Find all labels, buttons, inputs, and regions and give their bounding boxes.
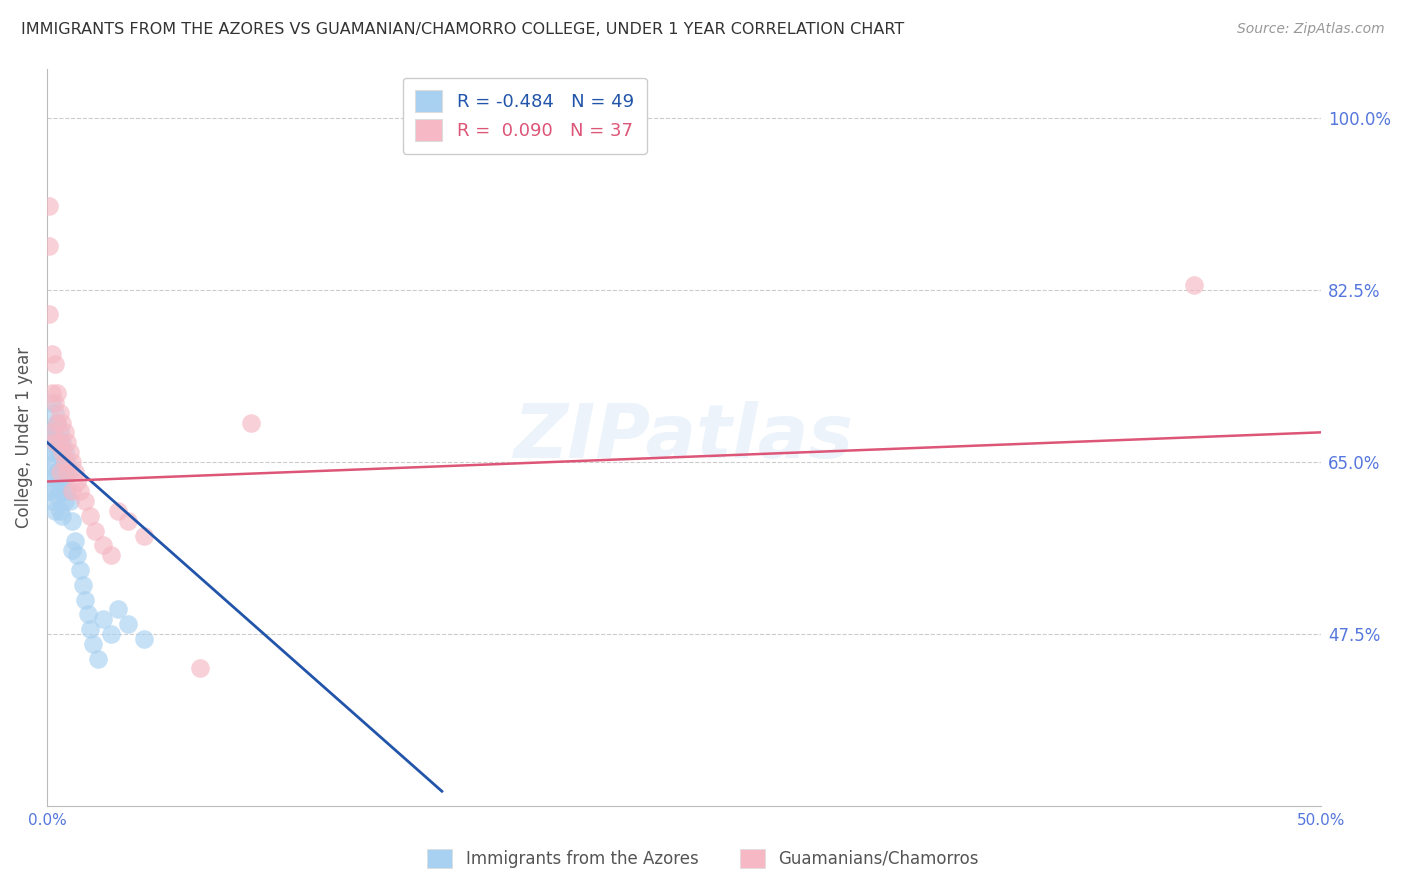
Point — [51, 459, 73, 474]
Point — [72, 578, 94, 592]
Point — [132, 528, 155, 542]
Point — [60, 484, 83, 499]
Point — [239, 416, 262, 430]
Point — [59, 494, 82, 508]
Point — [53, 445, 76, 459]
Point — [60, 514, 83, 528]
Point — [38, 307, 60, 321]
Point — [56, 465, 79, 479]
Point — [46, 416, 69, 430]
Point — [44, 479, 66, 493]
Point — [41, 346, 63, 360]
Point — [51, 508, 73, 523]
Point — [53, 494, 76, 508]
Point — [41, 494, 63, 508]
Point — [79, 622, 101, 636]
Point — [132, 632, 155, 646]
Point — [69, 563, 91, 577]
Point — [53, 425, 76, 440]
Point — [117, 514, 139, 528]
Point — [48, 435, 70, 450]
Point — [60, 455, 83, 469]
Point — [60, 543, 83, 558]
Point — [38, 199, 60, 213]
Point — [48, 475, 70, 489]
Point — [75, 592, 97, 607]
Point — [59, 465, 82, 479]
Text: Source: ZipAtlas.com: Source: ZipAtlas.com — [1237, 22, 1385, 37]
Point — [56, 484, 79, 499]
Point — [41, 469, 63, 483]
Point — [46, 416, 69, 430]
Point — [51, 416, 73, 430]
Text: ZIPatlas: ZIPatlas — [515, 401, 853, 474]
Point — [87, 651, 110, 665]
Point — [44, 357, 66, 371]
Point — [38, 425, 60, 440]
Point — [48, 406, 70, 420]
Point — [46, 465, 69, 479]
Point — [41, 386, 63, 401]
Point — [46, 489, 69, 503]
Point — [38, 445, 60, 459]
Point — [48, 450, 70, 464]
Y-axis label: College, Under 1 year: College, Under 1 year — [15, 347, 32, 528]
Point — [59, 445, 82, 459]
Point — [48, 465, 70, 479]
Point — [188, 661, 211, 675]
Point — [75, 494, 97, 508]
Point — [63, 465, 86, 479]
Point — [107, 504, 129, 518]
Point — [38, 465, 60, 479]
Point — [1182, 277, 1205, 292]
Point — [56, 455, 79, 469]
Point — [66, 475, 89, 489]
Point — [53, 455, 76, 469]
Point — [82, 637, 104, 651]
Legend: Immigrants from the Azores, Guamanians/Chamorros: Immigrants from the Azores, Guamanians/C… — [420, 842, 986, 875]
Point — [56, 435, 79, 450]
Point — [44, 406, 66, 420]
Point — [79, 508, 101, 523]
Point — [48, 504, 70, 518]
Text: IMMIGRANTS FROM THE AZORES VS GUAMANIAN/CHAMORRO COLLEGE, UNDER 1 YEAR CORRELATI: IMMIGRANTS FROM THE AZORES VS GUAMANIAN/… — [21, 22, 904, 37]
Point — [91, 538, 114, 552]
Point — [46, 440, 69, 454]
Point — [107, 602, 129, 616]
Point — [76, 607, 98, 622]
Point — [44, 435, 66, 450]
Point — [69, 484, 91, 499]
Point — [44, 455, 66, 469]
Point — [117, 617, 139, 632]
Point — [38, 484, 60, 499]
Point — [100, 548, 122, 562]
Point — [66, 548, 89, 562]
Legend: R = -0.484   N = 49, R =  0.090   N = 37: R = -0.484 N = 49, R = 0.090 N = 37 — [402, 78, 647, 154]
Point — [46, 386, 69, 401]
Point — [91, 612, 114, 626]
Point — [51, 484, 73, 499]
Point — [41, 425, 63, 440]
Point — [48, 425, 70, 440]
Point — [41, 396, 63, 410]
Point — [44, 430, 66, 444]
Point — [53, 469, 76, 483]
Point — [41, 420, 63, 434]
Point — [38, 238, 60, 252]
Point — [63, 533, 86, 548]
Point — [44, 504, 66, 518]
Point — [44, 396, 66, 410]
Point — [84, 524, 107, 538]
Point — [41, 445, 63, 459]
Point — [51, 445, 73, 459]
Point — [100, 627, 122, 641]
Point — [51, 435, 73, 450]
